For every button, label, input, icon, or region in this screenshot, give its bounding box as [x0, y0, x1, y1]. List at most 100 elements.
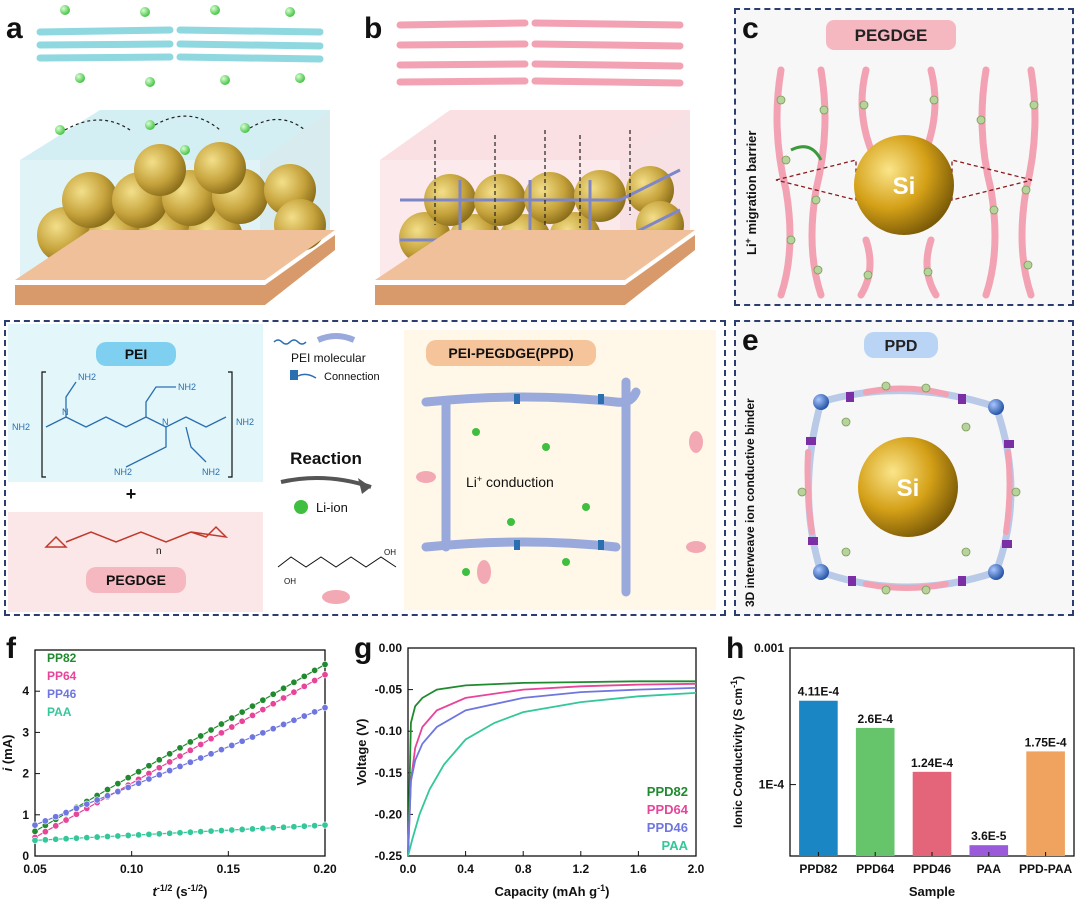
legend-entry-PAA: PAA — [47, 705, 72, 719]
legend-entry-PPD46: PPD46 — [647, 820, 688, 835]
panel-f-label: f — [6, 632, 16, 665]
data-point-PP82 — [228, 714, 236, 722]
panel-e-label: e — [742, 324, 759, 357]
series-line-PAA — [407, 692, 697, 857]
x-axis-label: t-1/2 (s-1/2) — [153, 883, 208, 899]
data-point-PP64 — [176, 752, 184, 760]
bar-PAA — [969, 845, 1009, 856]
oh-label: OH — [384, 548, 396, 557]
nh2-label: NH2 — [78, 372, 96, 382]
bar-PPD46 — [912, 771, 952, 856]
legend-entry-PP46: PP46 — [47, 687, 77, 701]
data-point-PP46 — [52, 813, 60, 821]
data-point-PAA — [114, 832, 122, 840]
data-point-PP46 — [104, 792, 112, 800]
data-point-PP64 — [311, 677, 319, 685]
data-point-PP46 — [249, 733, 257, 741]
data-point-PP82 — [145, 762, 153, 770]
data-point-PP82 — [155, 756, 163, 764]
y-tick-label: -0.15 — [375, 766, 403, 780]
x-tick-label: 0.20 — [313, 862, 337, 876]
data-point-PP82 — [290, 678, 298, 686]
data-point-PP64 — [300, 682, 308, 690]
data-point-PAA — [176, 829, 184, 837]
data-point-PP64 — [197, 740, 205, 748]
data-point-PP64 — [228, 723, 236, 731]
y-axis-label: Ionic Conductivity (S cm-1) — [729, 676, 745, 828]
pegdge-label: PEGDGE — [106, 572, 166, 588]
panel-g: g 0.0 0.4 0.8 1.2 1.6 2.0 0.00 -0.05 -0.10 -0.15 -… — [350, 628, 720, 903]
data-point-PAA — [249, 825, 257, 833]
x-tick-label: 0.8 — [515, 862, 532, 876]
data-point-PAA — [62, 835, 70, 843]
panel-b-illustration — [375, 19, 695, 305]
x-tick-label: 0.10 — [120, 862, 144, 876]
panel-e-si-label: Si — [897, 475, 920, 502]
data-point-PP64 — [207, 735, 215, 743]
panel-a-illustration — [15, 5, 335, 305]
data-point-PP46 — [155, 771, 163, 779]
data-point-PP64 — [238, 717, 246, 725]
data-point-PP46 — [62, 809, 70, 817]
nh2-label: NH2 — [114, 467, 132, 477]
data-point-PP82 — [249, 702, 257, 710]
data-point-PAA — [31, 836, 39, 844]
data-point-PAA — [104, 833, 112, 841]
data-point-PAA — [83, 834, 91, 842]
data-point-PP82 — [259, 696, 267, 704]
data-point-PP46 — [207, 750, 215, 758]
nh2-label: NH2 — [236, 417, 254, 427]
data-point-PP64 — [249, 711, 257, 719]
data-point-PAA — [145, 830, 153, 838]
panel-h-label: h — [726, 632, 745, 665]
series-line-PPD46 — [407, 687, 697, 857]
data-point-PAA — [135, 831, 143, 839]
data-point-PP82 — [104, 786, 112, 794]
y-axis-label: i (mA) — [0, 735, 15, 772]
data-point-PP82 — [114, 780, 122, 788]
panel-e-side-label: 3D interweave ion conductive binder — [743, 398, 757, 607]
data-point-PAA — [228, 826, 236, 834]
x-tick-label: PAA — [977, 862, 1002, 876]
reaction-arrow — [280, 476, 372, 489]
legend-entry-PP82: PP82 — [47, 651, 77, 665]
data-point-PAA — [197, 828, 205, 836]
x-tick-label: 1.6 — [630, 862, 647, 876]
data-point-PP82 — [176, 744, 184, 752]
data-point-PP64 — [166, 758, 174, 766]
data-label-PPD46: 1.24E-4 — [911, 756, 953, 770]
ppd-product-label: PEI-PEGDGE(PPD) — [448, 345, 573, 361]
si-particle — [858, 437, 958, 537]
data-point-PP64 — [290, 688, 298, 696]
panel-a-label: a — [6, 12, 23, 45]
panel-e: e PPD — [734, 320, 1074, 616]
panel-a: a — [0, 0, 360, 310]
data-label-PAA: 3.6E-5 — [971, 829, 1007, 843]
data-point-PP64 — [72, 810, 80, 818]
y-tick-label: 0 — [22, 849, 29, 863]
li-ion-label: Li-ion — [316, 500, 348, 515]
data-point-PP46 — [145, 775, 153, 783]
panel-c-illustration: PEGDGE Si Li+ migration barrier — [743, 20, 1039, 299]
x-tick-label: PPD46 — [913, 862, 951, 876]
legend-pei-molecular: PEI molecular — [291, 351, 366, 365]
data-point-PP64 — [269, 700, 277, 708]
x-axis-label: Capacity (mAh g-1) — [495, 883, 610, 899]
data-point-PP46 — [41, 817, 49, 825]
x-tick-label: 0.0 — [400, 862, 417, 876]
data-point-PP82 — [269, 690, 277, 698]
bar-PPD82 — [799, 700, 838, 856]
pei-label: PEI — [125, 346, 148, 362]
panel-g-label: g — [354, 632, 373, 665]
y-tick-label: -0.10 — [375, 724, 403, 738]
panel-f: f 0.05 0.10 0.15 0.20 0 1 2 3 4 t-1/2 (s-1/2) i (m… — [0, 628, 350, 903]
data-point-PP64 — [155, 764, 163, 772]
si-particle — [854, 135, 954, 235]
reaction-label: Reaction — [290, 449, 362, 468]
y-tick-label: 2 — [22, 767, 29, 781]
data-point-PP64 — [321, 671, 329, 679]
data-point-PP46 — [135, 779, 143, 787]
data-point-PAA — [207, 827, 215, 835]
data-point-PP64 — [41, 828, 49, 836]
y-tick-label: 0.001 — [754, 641, 784, 655]
